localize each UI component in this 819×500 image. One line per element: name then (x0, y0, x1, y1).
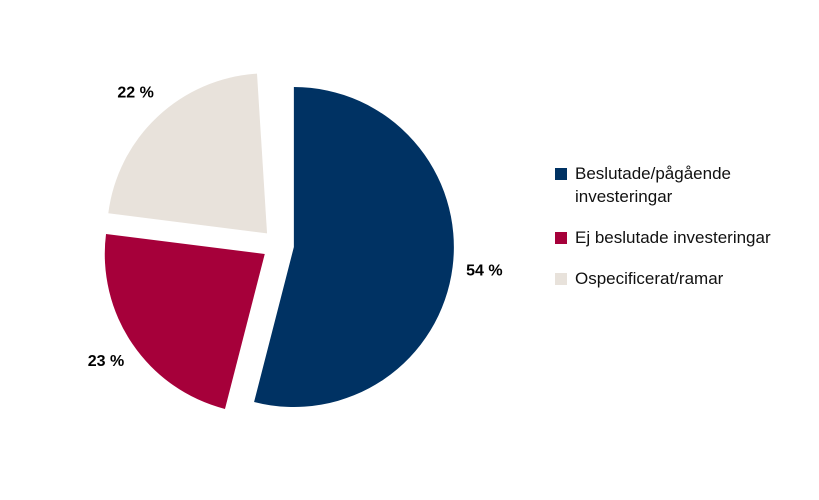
pie-slice (254, 87, 454, 408)
pie-slice (104, 233, 265, 409)
data-label: 54 % (466, 262, 502, 279)
legend-label: Beslutade/pågående investeringar (575, 164, 731, 206)
legend-swatch (555, 232, 567, 244)
legend-label: Ej beslutade investeringar (575, 228, 771, 247)
legend-swatch (555, 168, 567, 180)
legend: Beslutade/pågående investeringar Ej beslu… (555, 162, 805, 308)
legend-item: Ej beslutade investeringar (555, 226, 805, 249)
legend-label: Ospecificerat/ramar (575, 269, 724, 288)
legend-item: Ospecificerat/ramar (555, 267, 805, 290)
legend-item: Beslutade/pågående investeringar (555, 162, 805, 208)
data-label: 22 % (117, 85, 153, 102)
pie-slice (108, 73, 268, 234)
data-label: 23 % (88, 353, 124, 370)
legend-swatch (555, 273, 567, 285)
